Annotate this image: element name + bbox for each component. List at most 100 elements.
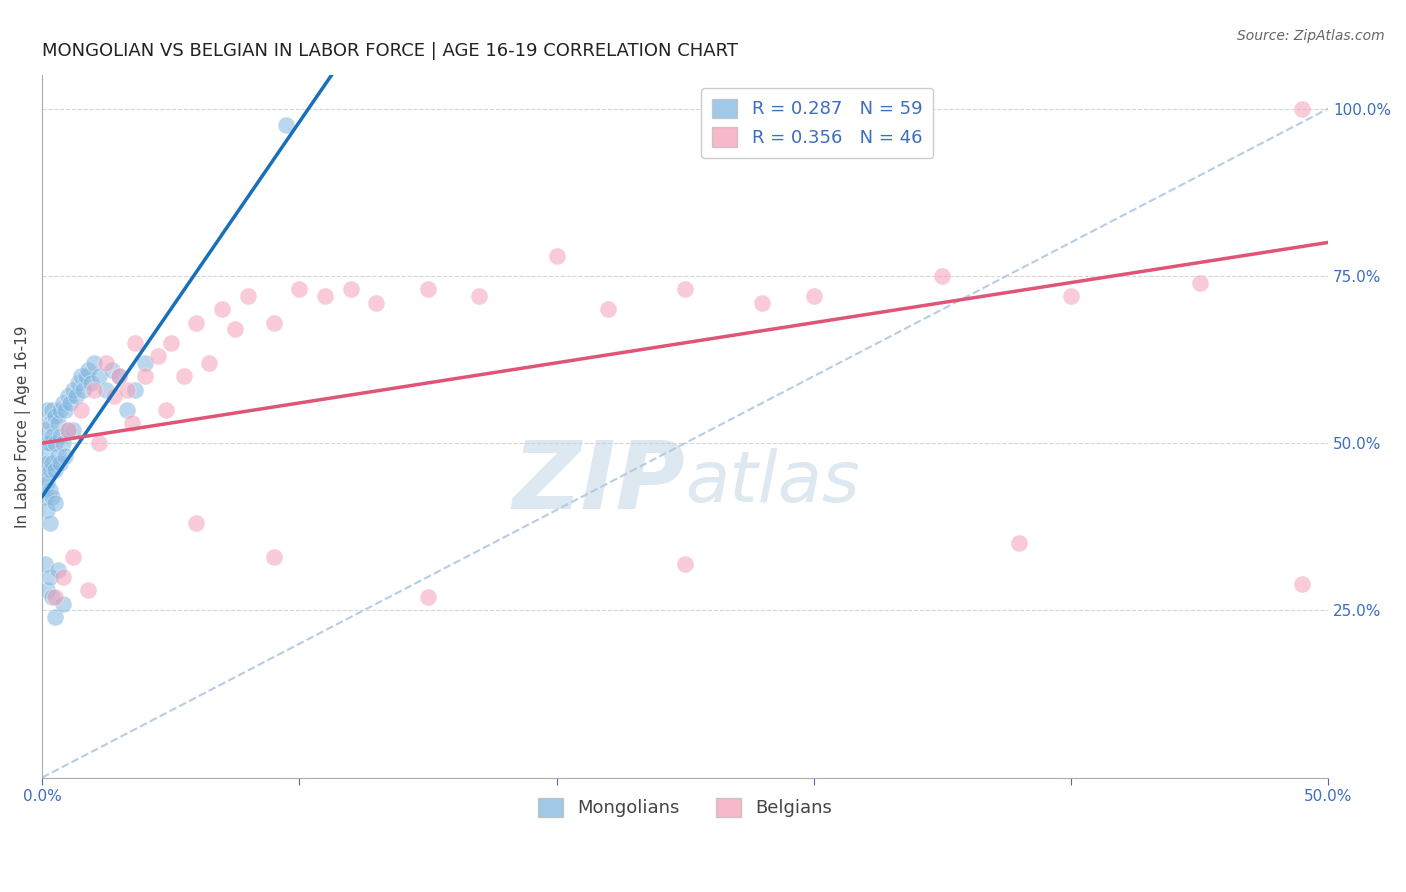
Point bbox=[83, 383, 105, 397]
Point bbox=[186, 516, 208, 531]
Point bbox=[38, 483, 60, 497]
Point bbox=[83, 356, 105, 370]
Point bbox=[52, 597, 75, 611]
Y-axis label: In Labor Force | Age 16-19: In Labor Force | Age 16-19 bbox=[15, 325, 31, 528]
Point bbox=[53, 450, 76, 464]
Point bbox=[49, 429, 72, 443]
Point bbox=[41, 429, 63, 443]
Point bbox=[1008, 536, 1031, 550]
Point bbox=[103, 389, 125, 403]
Point bbox=[263, 316, 285, 330]
Point bbox=[96, 356, 118, 370]
Point bbox=[46, 450, 69, 464]
Point bbox=[69, 402, 91, 417]
Point bbox=[276, 119, 298, 133]
Point bbox=[41, 402, 63, 417]
Point bbox=[62, 423, 84, 437]
Point bbox=[37, 503, 59, 517]
Point bbox=[49, 456, 72, 470]
Point bbox=[44, 610, 66, 624]
Point bbox=[34, 450, 56, 464]
Legend: Mongolians, Belgians: Mongolians, Belgians bbox=[530, 790, 839, 825]
Point bbox=[96, 383, 118, 397]
Point bbox=[34, 557, 56, 571]
Point bbox=[155, 402, 177, 417]
Point bbox=[37, 476, 59, 491]
Point bbox=[52, 396, 75, 410]
Point bbox=[44, 496, 66, 510]
Point bbox=[186, 316, 208, 330]
Point bbox=[38, 570, 60, 584]
Point bbox=[56, 423, 79, 437]
Point bbox=[44, 409, 66, 424]
Point bbox=[751, 295, 773, 310]
Point bbox=[146, 349, 169, 363]
Point bbox=[49, 402, 72, 417]
Point bbox=[134, 369, 156, 384]
Point bbox=[124, 383, 146, 397]
Point bbox=[59, 396, 82, 410]
Point bbox=[121, 416, 143, 430]
Point bbox=[1188, 276, 1211, 290]
Point bbox=[236, 289, 259, 303]
Point bbox=[673, 282, 696, 296]
Point bbox=[37, 456, 59, 470]
Point bbox=[108, 369, 131, 384]
Point bbox=[803, 289, 825, 303]
Point bbox=[37, 436, 59, 450]
Point bbox=[53, 402, 76, 417]
Point bbox=[41, 490, 63, 504]
Point bbox=[37, 583, 59, 598]
Point bbox=[46, 563, 69, 577]
Point bbox=[56, 423, 79, 437]
Point bbox=[41, 456, 63, 470]
Text: Source: ZipAtlas.com: Source: ZipAtlas.com bbox=[1237, 29, 1385, 44]
Point bbox=[69, 369, 91, 384]
Point bbox=[72, 383, 94, 397]
Point bbox=[931, 268, 953, 283]
Point bbox=[416, 590, 439, 604]
Point bbox=[224, 322, 246, 336]
Point bbox=[41, 590, 63, 604]
Text: ZIP: ZIP bbox=[512, 436, 685, 529]
Point bbox=[62, 383, 84, 397]
Point bbox=[416, 282, 439, 296]
Point bbox=[134, 356, 156, 370]
Text: atlas: atlas bbox=[685, 448, 859, 517]
Point bbox=[546, 249, 568, 263]
Point bbox=[108, 369, 131, 384]
Point bbox=[288, 282, 311, 296]
Point bbox=[124, 335, 146, 350]
Point bbox=[159, 335, 181, 350]
Point bbox=[52, 436, 75, 450]
Point bbox=[75, 369, 97, 384]
Point bbox=[87, 369, 110, 384]
Point bbox=[34, 490, 56, 504]
Point bbox=[80, 376, 103, 390]
Point bbox=[34, 469, 56, 483]
Point bbox=[673, 557, 696, 571]
Point bbox=[468, 289, 491, 303]
Point bbox=[115, 402, 138, 417]
Point bbox=[44, 436, 66, 450]
Point bbox=[62, 549, 84, 564]
Point bbox=[198, 356, 221, 370]
Point bbox=[173, 369, 195, 384]
Point bbox=[46, 416, 69, 430]
Point bbox=[263, 549, 285, 564]
Point bbox=[366, 295, 388, 310]
Point bbox=[67, 376, 90, 390]
Point bbox=[38, 416, 60, 430]
Point bbox=[339, 282, 361, 296]
Point bbox=[56, 389, 79, 403]
Point bbox=[314, 289, 336, 303]
Point bbox=[100, 362, 122, 376]
Point bbox=[38, 436, 60, 450]
Point bbox=[34, 423, 56, 437]
Point bbox=[37, 402, 59, 417]
Point bbox=[38, 516, 60, 531]
Point bbox=[77, 583, 100, 598]
Point bbox=[87, 436, 110, 450]
Point bbox=[1060, 289, 1083, 303]
Point bbox=[65, 389, 87, 403]
